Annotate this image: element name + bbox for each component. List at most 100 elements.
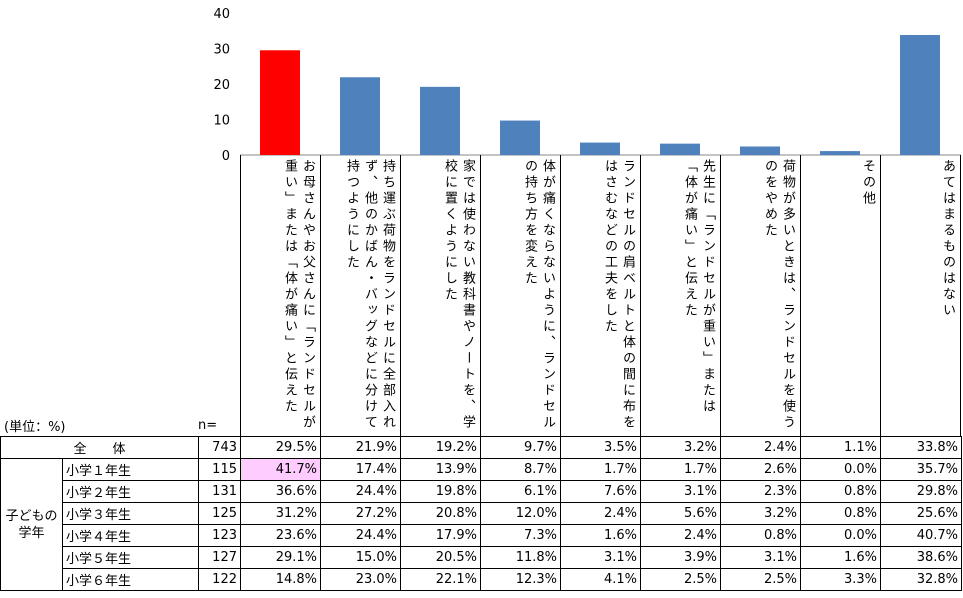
grade-label: 小学１年生: [62, 458, 199, 481]
pct-value: 31.2%: [240, 502, 321, 525]
table-row: 小学４年生 123 23.6% 24.4% 17.9% 7.3% 1.6% 2.4% 0.8% 0…: [1, 524, 962, 547]
pct-value: 6.1%: [480, 480, 561, 503]
pct-value: 2.5%: [640, 568, 721, 591]
table-row: 子どもの 学年 小学１年生 115 41.7% 17.4% 13.9% 8.7% 1.7% 1.7…: [0, 458, 962, 591]
pct-value: 17.4%: [320, 458, 401, 481]
pct-value: 2.4%: [720, 436, 801, 459]
grade-label: 小学５年生: [62, 546, 199, 569]
pct-value: 14.8%: [240, 568, 321, 591]
pct-value: 41.7%: [240, 458, 321, 481]
grade-label: 小学６年生: [62, 568, 199, 591]
category-label: 先生に「ランドセルが重い」または「体が痛い」と伝えた: [682, 159, 715, 415]
results-table: 全 体 743 29.5% 21.9% 19.2% 9.7% 3.5% 3.2% 2.4% 1.1…: [0, 436, 962, 591]
pct-value: 24.4%: [320, 480, 401, 503]
pct-value: 19.2%: [400, 436, 481, 459]
pct-value: 8.7%: [480, 458, 561, 481]
grade-label: 小学４年生: [62, 524, 199, 547]
pct-value: 3.3%: [800, 568, 881, 591]
category-header: 先生に「ランドセルが重い」または「体が痛い」と伝えた: [640, 155, 720, 436]
pct-value: 22.1%: [400, 568, 481, 591]
pct-value: 1.1%: [800, 436, 881, 459]
pct-value: 4.1%: [560, 568, 641, 591]
n-value: 115: [198, 458, 241, 481]
total-label: 全 体: [0, 436, 199, 459]
pct-value: 36.6%: [240, 480, 321, 503]
pct-value: 1.7%: [640, 458, 721, 481]
pct-value: 13.9%: [400, 458, 481, 481]
pct-value: 0.8%: [800, 502, 881, 525]
category-label: 持ち運ぶ荷物をランドセルに全部入れず、他のかばん・バッグなどに分けて持つようにし…: [344, 159, 395, 431]
pct-value: 3.2%: [640, 436, 721, 459]
pct-value: 24.4%: [320, 524, 401, 547]
bar: [340, 77, 380, 155]
table-row: 小学５年生 127 29.1% 15.0% 20.5% 11.8% 3.1% 3.9% 3.1%…: [1, 546, 962, 569]
pct-value: 3.1%: [720, 546, 801, 569]
category-header: 家では使わない教科書やノートを、学校に置くようにした: [400, 155, 480, 436]
pct-value: 20.8%: [400, 502, 481, 525]
pct-value: 3.2%: [720, 502, 801, 525]
pct-value: 9.7%: [480, 436, 561, 459]
pct-value: 20.5%: [400, 546, 481, 569]
pct-value: 23.6%: [240, 524, 321, 547]
bar: [420, 86, 460, 155]
bar: [660, 143, 700, 155]
category-label: お母さんやお父さんに「ランドセルが重い」または「体が痛い」と伝えた: [282, 159, 315, 431]
table-row: 小学２年生 131 36.6% 24.4% 19.8% 6.1% 7.6% 3.1% 2.3% 0…: [1, 480, 962, 503]
y-tick-label: 20: [213, 78, 230, 93]
pct-value: 15.0%: [320, 546, 401, 569]
pct-value: 29.8%: [880, 480, 962, 503]
pct-value: 1.6%: [800, 546, 881, 569]
pct-value: 12.0%: [480, 502, 561, 525]
grade-label: 小学３年生: [62, 502, 199, 525]
bar: [500, 120, 540, 155]
table-row: 小学６年生 122 14.8% 23.0% 22.1% 12.3% 4.1% 2.5% 2.5%…: [1, 568, 962, 591]
pct-value: 32.8%: [880, 568, 962, 591]
pct-value: 2.3%: [720, 480, 801, 503]
bar: [900, 35, 940, 156]
pct-value: 25.6%: [880, 502, 962, 525]
pct-value: 2.4%: [640, 524, 721, 547]
category-header: 荷物が多いときは、ランドセルを使うのをやめた: [720, 155, 800, 436]
pct-value: 38.6%: [880, 546, 962, 569]
pct-value: 0.0%: [800, 524, 881, 547]
pct-value: 0.8%: [720, 524, 801, 547]
pct-value: 29.5%: [240, 436, 321, 459]
pct-value: 0.0%: [800, 458, 881, 481]
n-value: 125: [198, 502, 241, 525]
pct-value: 3.9%: [640, 546, 721, 569]
grade-label: 小学２年生: [62, 480, 199, 503]
bar: [580, 142, 620, 155]
category-label: その他: [860, 159, 875, 207]
pct-value: 1.7%: [560, 458, 641, 481]
pct-value: 23.0%: [320, 568, 401, 591]
pct-value: 3.1%: [560, 546, 641, 569]
pct-value: 7.3%: [480, 524, 561, 547]
category-header: 持ち運ぶ荷物をランドセルに全部入れず、他のかばん・バッグなどに分けて持つようにし…: [320, 155, 400, 436]
category-label: 荷物が多いときは、ランドセルを使うのをやめた: [762, 159, 795, 431]
pct-value: 2.4%: [560, 502, 641, 525]
n-value: 123: [198, 524, 241, 547]
table-body: 全 体 743 29.5% 21.9% 19.2% 9.7% 3.5% 3.2% 2.4% 1.1…: [0, 436, 962, 591]
pct-value: 27.2%: [320, 502, 401, 525]
unit-label: (単位：%): [4, 420, 66, 435]
pct-value: 35.7%: [880, 458, 962, 481]
category-label: ランドセルの肩ベルトと体の間に布をはさむなどの工夫をした: [602, 159, 635, 431]
y-tick-label: 30: [213, 43, 230, 58]
category-header: 体が痛くならないように、ランドセルの持ち方を変えた: [480, 155, 560, 436]
pct-value: 0.8%: [800, 480, 881, 503]
y-tick-label: 10: [213, 114, 230, 129]
group-label-line: 子どもの: [5, 508, 58, 524]
n-value: 743: [198, 436, 241, 459]
group-label: 子どもの 学年: [0, 458, 63, 591]
pct-value: 29.1%: [240, 546, 321, 569]
category-header: お母さんやお父さんに「ランドセルが重い」または「体が痛い」と伝えた: [240, 155, 320, 436]
pct-value: 3.1%: [640, 480, 721, 503]
pct-value: 5.6%: [640, 502, 721, 525]
bar: [740, 146, 780, 155]
pct-value: 11.8%: [480, 546, 561, 569]
n-value: 122: [198, 568, 241, 591]
n-value: 131: [198, 480, 241, 503]
y-tick-label: 40: [213, 7, 230, 22]
pct-value: 2.5%: [720, 568, 801, 591]
category-label: あてはまるものはない: [940, 159, 955, 319]
